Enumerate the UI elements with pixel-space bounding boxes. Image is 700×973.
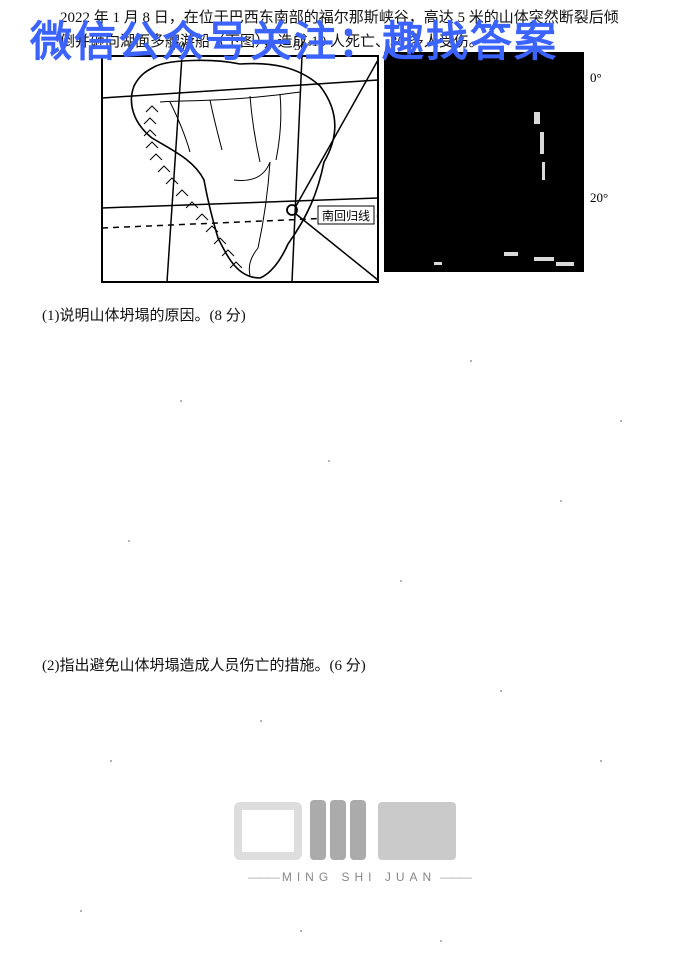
figure-row: 南回归线 70° 50° 0° 20°	[100, 52, 584, 290]
stamp-caption: MING SHI JUAN	[234, 870, 484, 884]
tropic-label: 南回归线	[322, 208, 370, 223]
lat-label-0: 0°	[590, 70, 602, 86]
exam-page: 2022 年 1 月 8 日，在位于巴西东南部的福尔那斯峡谷，高达 5 米的山体…	[0, 0, 700, 973]
watermark-text: 微信公众号关注：趣找答案	[30, 8, 558, 69]
map-brazil: 南回归线	[100, 52, 380, 290]
publisher-stamp: MING SHI JUAN	[234, 796, 484, 886]
question-1: (1)说明山体坍塌的原因。(8 分)	[42, 304, 246, 325]
inset-photo	[384, 52, 584, 272]
question-2: (2)指出避免山体坍塌造成人员伤亡的措施。(6 分)	[42, 654, 366, 675]
lat-label-20: 20°	[590, 190, 608, 206]
stamp-logo	[234, 796, 480, 868]
